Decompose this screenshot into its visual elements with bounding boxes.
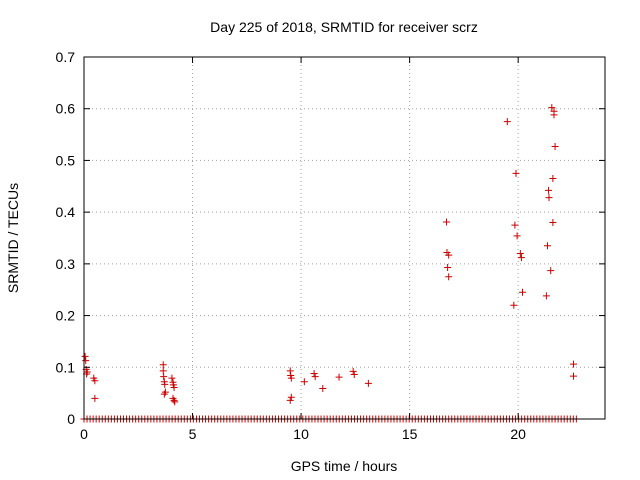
data-point bbox=[550, 111, 558, 119]
data-point bbox=[160, 390, 168, 398]
tick-labels: 0 0.1 0.2 0.3 0.4 0.5 0.6 0.7 0 5 10 15 20 bbox=[56, 49, 605, 442]
data-point bbox=[350, 371, 358, 379]
data-point bbox=[570, 360, 578, 368]
data-point bbox=[159, 361, 167, 369]
data-point bbox=[548, 104, 556, 112]
data-point bbox=[549, 218, 557, 226]
y-tick-label: 0.5 bbox=[56, 152, 76, 168]
data-point bbox=[519, 288, 527, 296]
y-tick-label: 0 bbox=[67, 411, 75, 427]
data-point bbox=[161, 380, 169, 388]
data-point bbox=[311, 373, 319, 381]
data-point bbox=[160, 373, 168, 381]
data-point bbox=[511, 221, 519, 229]
data-point bbox=[364, 379, 372, 387]
data-point bbox=[512, 169, 520, 177]
y-tick-label: 0.3 bbox=[56, 256, 76, 272]
data-point bbox=[286, 396, 294, 404]
data-point bbox=[170, 396, 178, 404]
data-point bbox=[445, 273, 453, 281]
data-point bbox=[349, 367, 357, 375]
y-tick-label: 0.2 bbox=[56, 308, 76, 324]
data-point bbox=[444, 263, 452, 271]
y-tick-label: 0.7 bbox=[56, 49, 76, 65]
data-point bbox=[287, 374, 295, 382]
data-point bbox=[510, 301, 518, 309]
y-tick-label: 0.6 bbox=[56, 101, 76, 117]
data-point bbox=[171, 398, 179, 406]
plot-frame bbox=[83, 56, 606, 420]
data-point bbox=[443, 218, 451, 226]
data-point bbox=[91, 394, 99, 402]
x-tick-label: 10 bbox=[293, 426, 309, 442]
data-point bbox=[545, 186, 553, 194]
x-tick-label: 0 bbox=[80, 426, 88, 442]
x-tick-label: 15 bbox=[402, 426, 418, 442]
data-point bbox=[503, 118, 511, 126]
data-point bbox=[570, 372, 578, 380]
data-point bbox=[335, 373, 343, 381]
data-point bbox=[543, 242, 551, 250]
data-points bbox=[81, 104, 578, 406]
data-point bbox=[545, 194, 553, 202]
y-axis-label: SRMTID / TECUs bbox=[5, 183, 21, 293]
data-point bbox=[168, 374, 176, 382]
data-point bbox=[91, 377, 99, 385]
data-point bbox=[547, 267, 555, 275]
data-point bbox=[445, 251, 453, 259]
data-point bbox=[300, 378, 308, 386]
data-point bbox=[310, 369, 318, 377]
y-tick-label: 0.4 bbox=[56, 204, 76, 220]
data-point bbox=[517, 254, 525, 262]
data-point bbox=[542, 292, 550, 300]
chart-title: Day 225 of 2018, SRMTID for receiver scr… bbox=[210, 19, 478, 35]
data-point bbox=[82, 357, 90, 365]
data-point bbox=[170, 383, 178, 391]
data-point bbox=[83, 368, 91, 376]
x-tick-label: 20 bbox=[510, 426, 526, 442]
data-point bbox=[549, 175, 557, 183]
data-point bbox=[551, 142, 559, 150]
x-tick-label: 5 bbox=[189, 426, 197, 442]
y-tick-label: 0.1 bbox=[56, 359, 76, 375]
data-point bbox=[81, 352, 89, 360]
data-point bbox=[516, 250, 524, 258]
grid-layer bbox=[84, 57, 605, 419]
data-point bbox=[513, 232, 521, 240]
data-point bbox=[287, 393, 295, 401]
data-point bbox=[319, 384, 327, 392]
x-axis-label: GPS time / hours bbox=[291, 458, 398, 474]
